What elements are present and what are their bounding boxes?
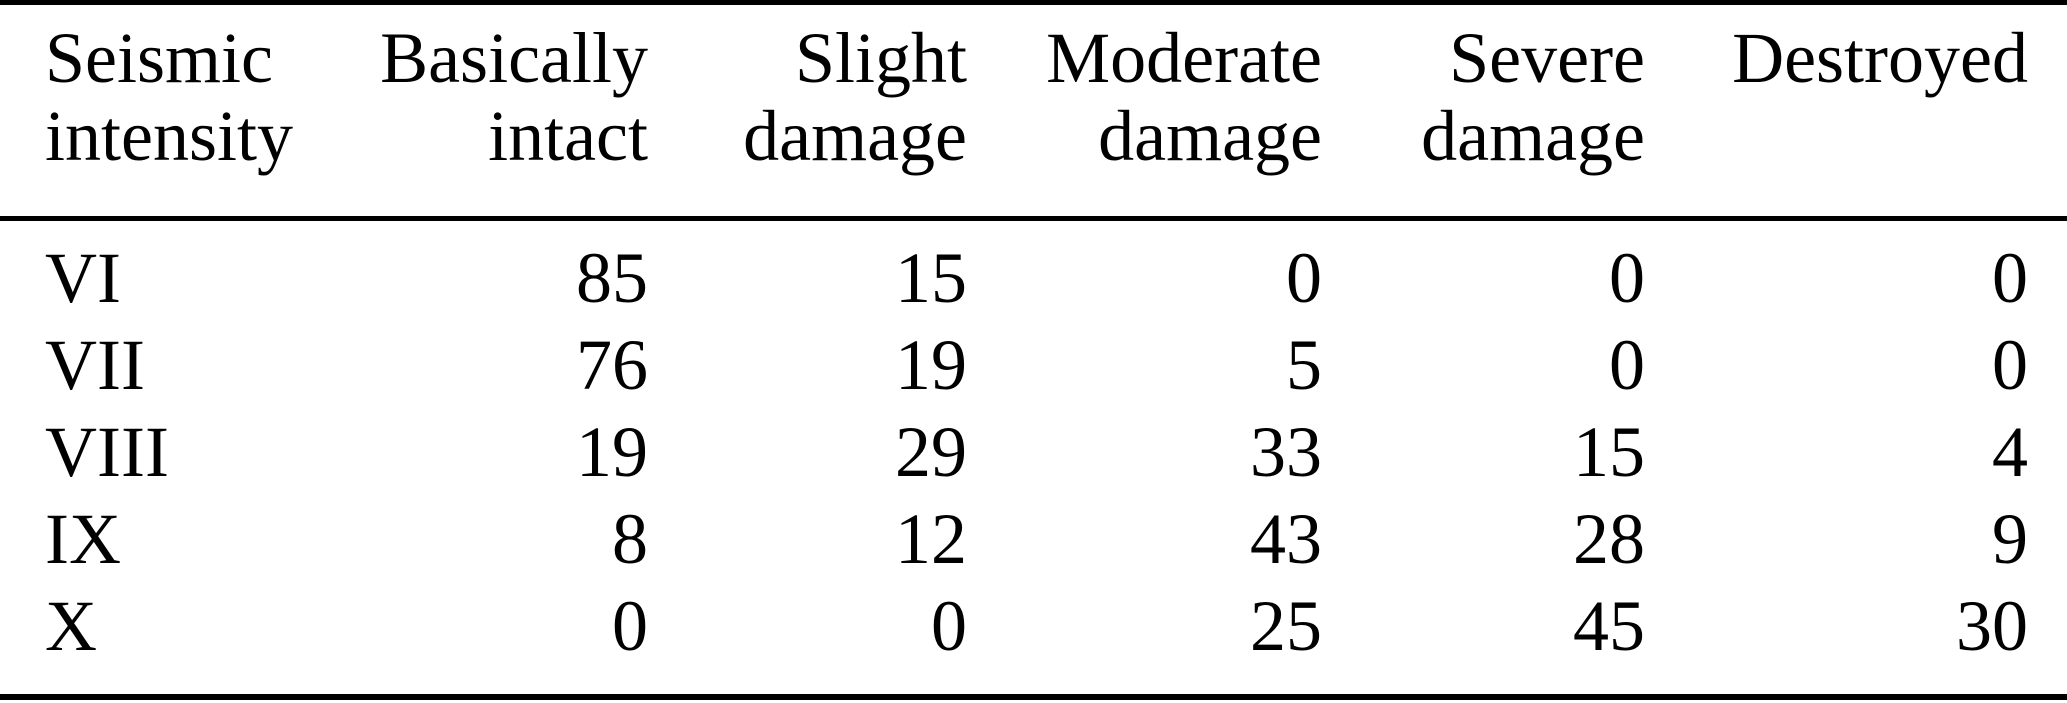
- col-header-destroyed: Destroyed: [1645, 2, 2067, 221]
- table-row: VII 76 19 5 0 0: [0, 322, 2067, 409]
- cell-moderate-damage: 43: [1250, 498, 1322, 579]
- cell-moderate-damage: 33: [1250, 411, 1322, 492]
- cell-destroyed: 30: [1956, 585, 2028, 666]
- cell-destroyed: 0: [1992, 324, 2028, 405]
- col-header-moderate-damage: Moderate damage: [967, 2, 1322, 221]
- cell-moderate-damage: 5: [1286, 324, 1322, 405]
- cell-basically-intact: 8: [612, 498, 648, 579]
- row-header-intensity: VI: [45, 237, 121, 318]
- table-row: X 0 0 25 45 30: [0, 583, 2067, 697]
- cell-severe-damage: 0: [1609, 237, 1645, 318]
- cell-slight-damage: 0: [931, 585, 967, 666]
- row-header-intensity: VII: [45, 324, 145, 405]
- cell-moderate-damage: 25: [1250, 585, 1322, 666]
- cell-basically-intact: 19: [576, 411, 648, 492]
- col-header-severe-damage: Severe damage: [1322, 2, 1645, 221]
- table-body: VI 85 15 0 0 0 VII 76 19 5 0 0 VIII 19 2…: [0, 218, 2067, 697]
- cell-slight-damage: 19: [895, 324, 967, 405]
- cell-destroyed: 9: [1992, 498, 2028, 579]
- cell-severe-damage: 45: [1573, 585, 1645, 666]
- table-row: IX 8 12 43 28 9: [0, 496, 2067, 583]
- cell-basically-intact: 85: [576, 237, 648, 318]
- cell-destroyed: 0: [1992, 237, 2028, 318]
- cell-severe-damage: 0: [1609, 324, 1645, 405]
- cell-slight-damage: 15: [895, 237, 967, 318]
- table-row: VIII 19 29 33 15 4: [0, 409, 2067, 496]
- cell-basically-intact: 76: [576, 324, 648, 405]
- row-header-intensity: VIII: [45, 411, 169, 492]
- row-header-intensity: X: [45, 585, 97, 666]
- cell-moderate-damage: 0: [1286, 237, 1322, 318]
- col-header-basically-intact: Basically intact: [340, 2, 648, 221]
- cell-severe-damage: 15: [1573, 411, 1645, 492]
- col-header-slight-damage: Slight damage: [648, 2, 967, 221]
- cell-destroyed: 4: [1992, 411, 2028, 492]
- cell-severe-damage: 28: [1573, 498, 1645, 579]
- cell-slight-damage: 29: [895, 411, 967, 492]
- table-header: Seismic intensity Basically intact Sligh…: [0, 2, 2067, 221]
- row-header-intensity: IX: [45, 498, 121, 579]
- header-row: Seismic intensity Basically intact Sligh…: [0, 2, 2067, 221]
- cell-slight-damage: 12: [895, 498, 967, 579]
- table-row: VI 85 15 0 0 0: [0, 218, 2067, 322]
- cell-basically-intact: 0: [612, 585, 648, 666]
- col-header-seismic-intensity: Seismic intensity: [0, 2, 340, 221]
